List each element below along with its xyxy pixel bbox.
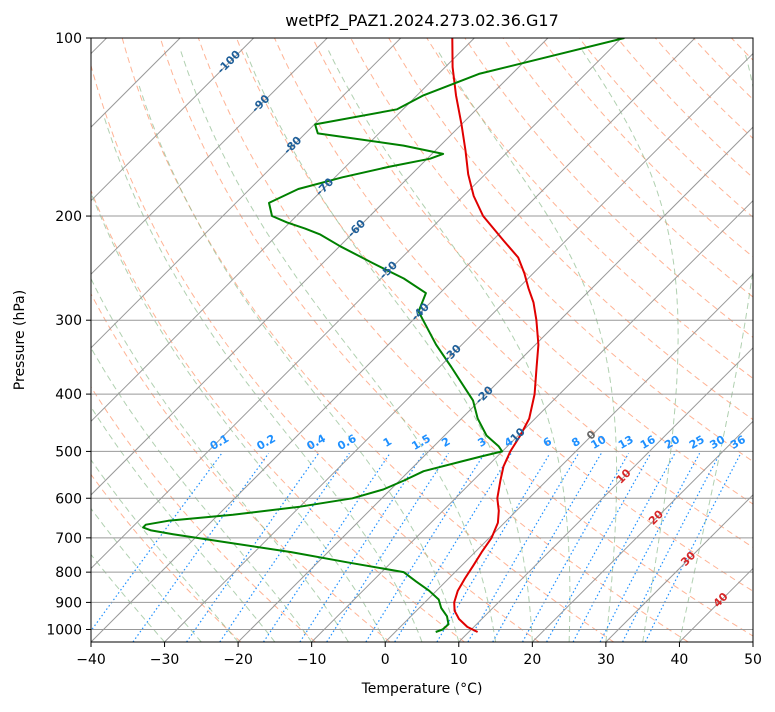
y-tick-label: 100 (55, 31, 82, 47)
x-axis-label: Temperature (°C) (361, 681, 483, 697)
y-tick-label: 200 (55, 209, 82, 225)
y-tick-label: 300 (55, 313, 82, 329)
x-tick-label: 20 (523, 652, 541, 668)
x-tick-label: 40 (671, 652, 689, 668)
x-tick-label: 50 (744, 652, 762, 668)
y-tick-label: 400 (55, 387, 82, 403)
y-tick-label: 600 (55, 491, 82, 507)
y-tick-label: 900 (55, 595, 82, 611)
chart-title: wetPf2_PAZ1.2024.273.02.36.G17 (285, 11, 559, 31)
y-tick-label: 700 (55, 531, 82, 547)
x-tick-label: 30 (597, 652, 615, 668)
x-tick-label: −40 (76, 652, 106, 668)
x-tick-label: 10 (450, 652, 468, 668)
y-tick-label: 500 (55, 444, 82, 460)
x-tick-label: −30 (150, 652, 180, 668)
x-tick-label: −10 (297, 652, 327, 668)
y-axis-label: Pressure (hPa) (12, 290, 28, 390)
y-tick-label: 800 (55, 565, 82, 581)
y-tick-label: 1000 (46, 622, 82, 638)
x-tick-label: 0 (381, 652, 390, 668)
x-tick-label: −20 (223, 652, 253, 668)
